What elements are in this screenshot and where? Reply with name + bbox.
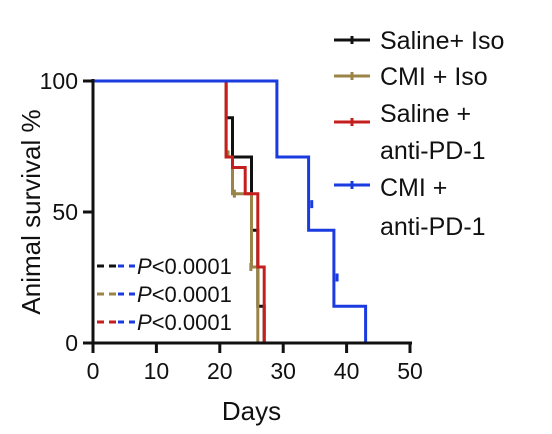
axes-layer: 0 10 20 30 40 50 0 50 100 Days Animal survival % — [16, 68, 423, 426]
y-tick-label: 0 — [65, 330, 78, 356]
p-value-label: P<0.0001 — [137, 282, 232, 307]
p-symbol: P — [137, 282, 152, 307]
p-value-annotation: P<0.0001 — [97, 254, 232, 279]
x-tick-label: 50 — [397, 358, 423, 384]
p-value-label: P<0.0001 — [137, 310, 232, 335]
x-tick-label: 20 — [207, 358, 233, 384]
x-tick-label: 10 — [144, 358, 170, 384]
legend-item: CMI + Iso — [334, 63, 488, 91]
series-line-cmi-anti-pd-1 — [93, 79, 368, 343]
legend-item: Saline + anti-PD-1 — [334, 100, 486, 165]
series-line-saline-anti-pd-1 — [93, 79, 266, 343]
y-tick-label: 100 — [40, 68, 78, 94]
y-tick-label: 50 — [52, 199, 78, 225]
legend-label: CMI + — [380, 174, 447, 202]
legend-item: Saline+ Iso — [334, 27, 504, 55]
p-symbol: P — [137, 310, 152, 335]
legend-item: CMI + anti-PD-1 — [334, 174, 486, 241]
legend-label-line2: anti-PD-1 — [380, 137, 486, 165]
x-axis-label: Days — [222, 396, 281, 426]
x-tick-label: 30 — [270, 358, 296, 384]
legend-label-line2: anti-PD-1 — [380, 213, 486, 241]
x-tick-label: 0 — [87, 358, 100, 384]
series-layer — [93, 79, 368, 343]
x-tick-label: 40 — [334, 358, 360, 384]
y-axis-label: Animal survival % — [16, 109, 46, 314]
legend-label: CMI + Iso — [380, 63, 488, 91]
p-value-annotation: P<0.0001 — [97, 282, 232, 307]
p-value-annotation: P<0.0001 — [97, 310, 232, 335]
p-symbol: P — [137, 254, 152, 279]
legend-label: Saline + — [380, 100, 471, 128]
p-value-text: <0.0001 — [152, 254, 232, 279]
p-value-text: <0.0001 — [152, 310, 232, 335]
p-value-text: <0.0001 — [152, 282, 232, 307]
legend-label: Saline+ Iso — [380, 27, 504, 55]
p-value-label: P<0.0001 — [137, 254, 232, 279]
